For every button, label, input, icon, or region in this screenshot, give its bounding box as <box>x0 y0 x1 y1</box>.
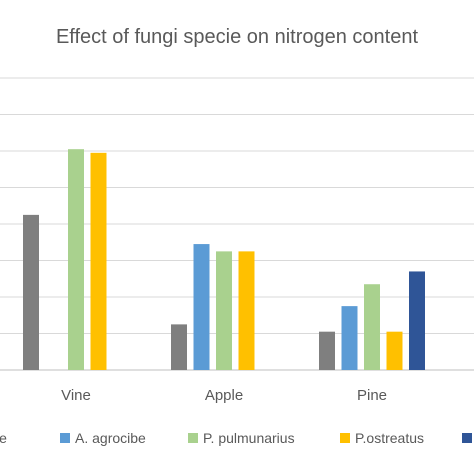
bar-1-0 <box>23 214 39 370</box>
bar-1-3 <box>90 152 107 370</box>
bar-3-3 <box>386 331 403 370</box>
bar-1-2 <box>68 149 84 370</box>
category-labels: tusVineApplePine <box>61 387 387 404</box>
legend-label: efore <box>0 430 7 446</box>
category-label: Vine <box>61 387 91 404</box>
legend-label: P. pulmunarius <box>203 430 295 446</box>
legend-label: A. agrocibe <box>75 430 146 446</box>
bar-2-0 <box>171 324 187 370</box>
legend-label: P.ostreatus <box>355 430 424 446</box>
bar-2-1 <box>193 244 210 370</box>
bar-2-2 <box>216 251 232 370</box>
bar-2-3 <box>238 251 255 370</box>
category-label: Apple <box>205 387 243 404</box>
bar-3-1 <box>341 306 358 370</box>
chart-title: Effect of fungi specie on nitrogen conte… <box>56 26 419 48</box>
bar-3-0 <box>319 331 335 370</box>
legend-swatch <box>340 433 350 443</box>
legend-swatch <box>188 433 198 443</box>
legend-swatch <box>60 433 70 443</box>
category-label: Pine <box>357 387 387 404</box>
bar-3-4 <box>409 271 425 370</box>
bar-3-2 <box>364 284 380 370</box>
legend: efore A. agrocibe P. pulmunarius P.ostreatu… <box>0 430 472 446</box>
legend-swatch <box>462 433 472 443</box>
bars <box>23 149 425 370</box>
